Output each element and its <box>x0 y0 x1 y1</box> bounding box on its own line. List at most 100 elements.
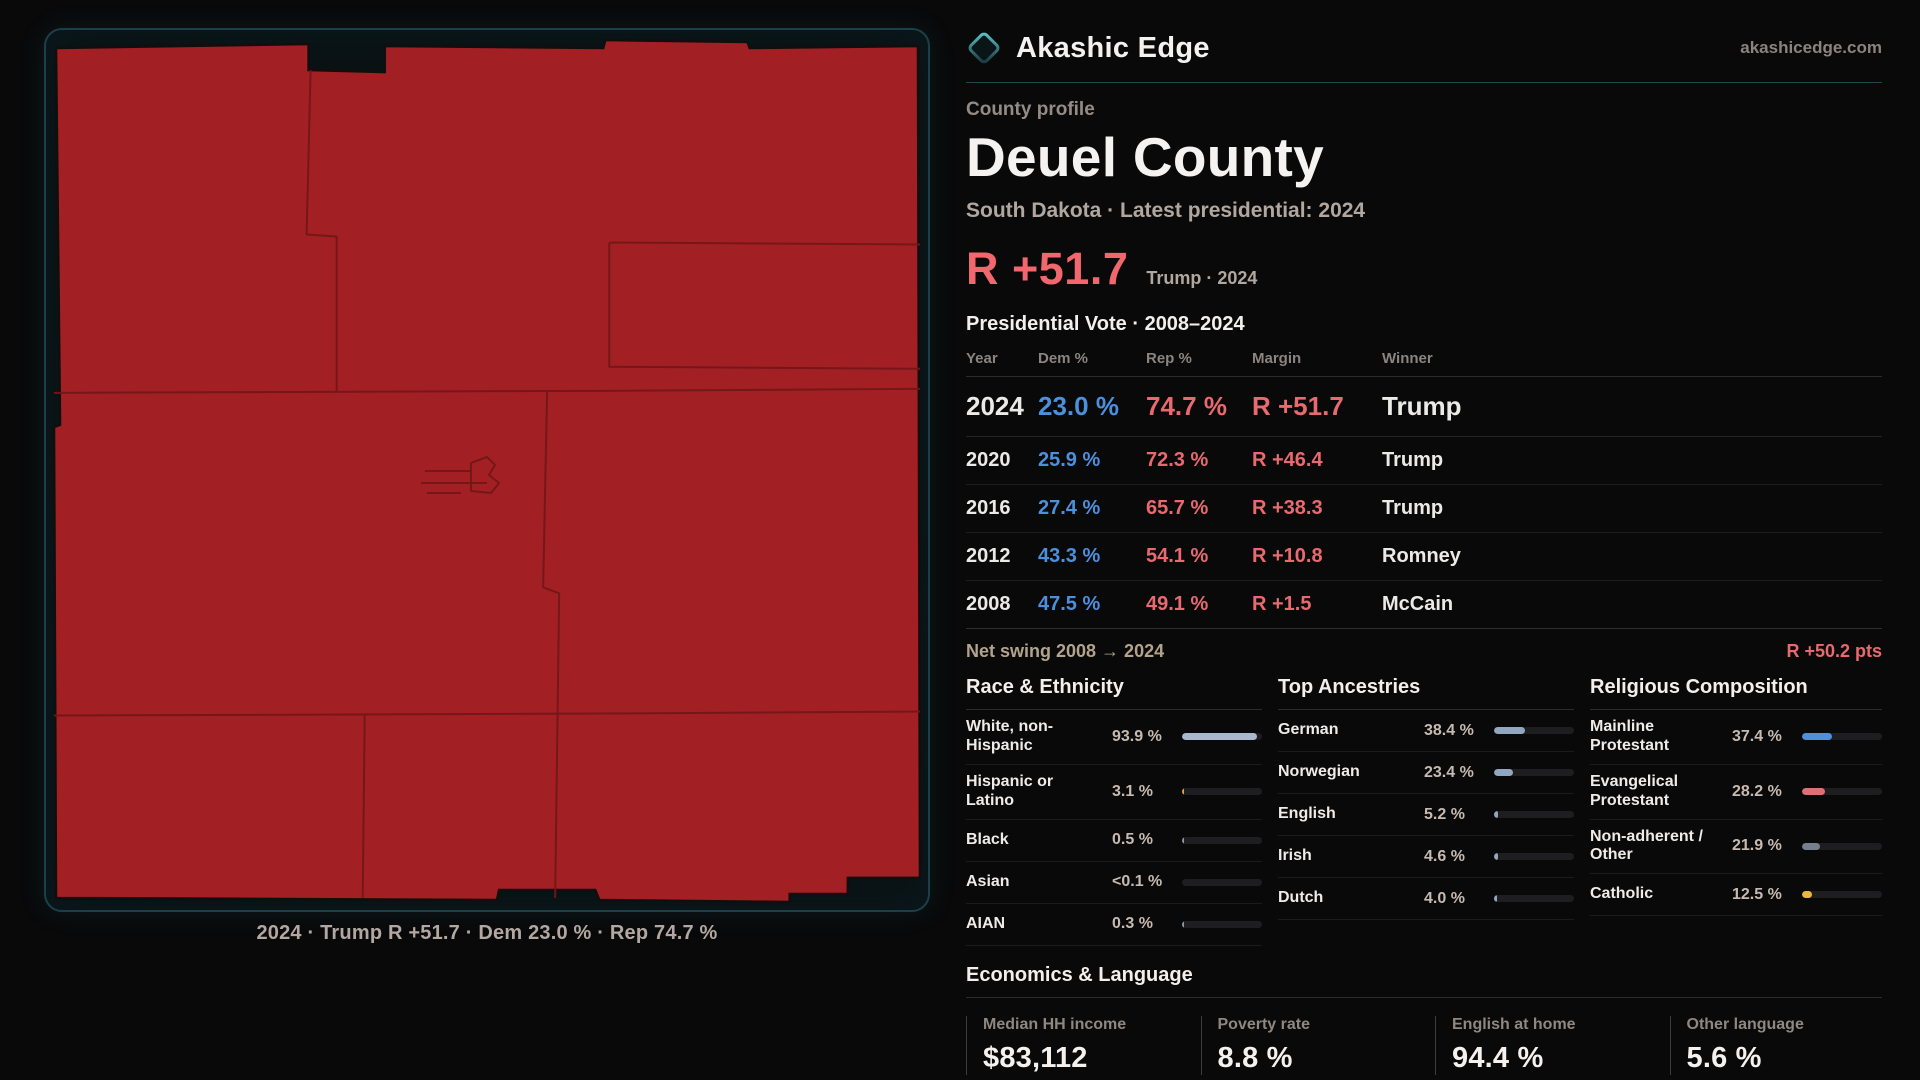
demo-row-bar-fill <box>1494 769 1513 776</box>
demo-row-bar-fill <box>1802 733 1832 741</box>
stat-value: 94.4 % <box>1452 1041 1544 1074</box>
demo-row-value: 37.4 % <box>1732 727 1782 745</box>
cell-year: 2012 <box>966 545 1011 567</box>
cell-dem: 47.5 % <box>1038 593 1101 615</box>
demo-row-bar <box>1494 895 1574 902</box>
vote-table-row-2016: 2016 27.4 % 65.7 % R +38.3 Trump <box>966 485 1882 533</box>
cell-winner: Trump <box>1382 497 1444 519</box>
demo-row-value: 4.0 % <box>1424 889 1465 907</box>
stat-label: English at home <box>1452 1015 1576 1033</box>
eyebrow-label: County profile <box>966 99 1095 120</box>
cell-margin: R +1.5 <box>1252 593 1312 615</box>
cell-dem: 27.4 % <box>1038 497 1101 519</box>
demo-row-value: 38.4 % <box>1424 721 1474 739</box>
demo-row-value: 4.6 % <box>1424 847 1465 865</box>
demo-row-label: Black <box>966 830 1009 848</box>
stat-label: Other language <box>1686 1015 1804 1033</box>
net-swing-value: R +50.2 pts <box>1786 641 1882 661</box>
demo-row-bar-fill <box>1494 727 1525 734</box>
demo-row: White, non-Hispanic 93.9 % <box>966 710 1262 765</box>
demo-row-bar <box>1182 920 1262 928</box>
demo-row-bar <box>1494 769 1574 776</box>
cell-rep: 74.7 % <box>1146 391 1227 421</box>
demo-row-label: German <box>1278 721 1339 739</box>
demo-row-label: English <box>1278 805 1336 823</box>
demo-row-bar <box>1182 878 1262 886</box>
demo-row-bar <box>1494 853 1574 860</box>
brand-diamond-icon <box>962 26 1006 70</box>
brand-site-link[interactable]: akashicedge.com <box>1740 38 1882 57</box>
demo-row-label: AIAN <box>966 914 1006 932</box>
vote-table-row-2012: 2012 43.3 % 54.1 % R +10.8 Romney <box>966 533 1882 581</box>
demo-row-bar-fill <box>1802 891 1812 899</box>
demo-row-bar-fill <box>1182 920 1184 928</box>
demo-section-ancestries: Top Ancestries German 38.4 % Norwegian 23.4 … <box>1278 676 1574 946</box>
cell-dem: 25.9 % <box>1038 449 1101 471</box>
vote-table: Year Dem % Rep % Margin Winner 2024 23.0 % 74.7… <box>966 350 1882 629</box>
demo-row-value: 0.5 % <box>1112 831 1153 848</box>
vote-table-row-2020: 2020 25.9 % 72.3 % R +46.4 Trump <box>966 437 1882 485</box>
vote-table-column-header: Margin <box>1252 350 1302 367</box>
demo-row-label: Catholic <box>1590 885 1654 903</box>
demo-section-title: Race & Ethnicity <box>966 676 1262 710</box>
vote-table-header: Year Dem % Rep % Margin Winner <box>966 350 1882 377</box>
cell-year: 2020 <box>966 449 1011 471</box>
headline-context: Trump · 2024 <box>1146 268 1258 288</box>
vote-table-title: Presidential Vote · 2008–2024 <box>966 313 1245 335</box>
demo-row-bar-fill <box>1182 836 1184 844</box>
vote-table-column-header: Rep % <box>1146 350 1192 367</box>
headline-margin-value: R +51.7 <box>966 243 1129 294</box>
demo-row: Evangelical Protestant 28.2 % <box>1590 765 1882 820</box>
demo-row-value: 21.9 % <box>1732 837 1782 855</box>
stat-box: Poverty rate 8.8 % <box>1200 1015 1414 1075</box>
demo-row-label: Evangelical Protestant <box>1590 772 1679 809</box>
demo-row-bar-fill <box>1182 788 1185 796</box>
economics-stats: Median HH income $83,112 Poverty rate 8.8 %… <box>966 1015 1883 1075</box>
vote-table-column-header: Winner <box>1382 350 1433 367</box>
demo-row-label: Mainline Protestant <box>1590 718 1670 754</box>
cell-rep: 54.1 % <box>1146 545 1209 567</box>
headline-margin-row: R +51.7 Trump · 2024 <box>966 243 1882 295</box>
cell-year: 2008 <box>966 593 1011 615</box>
demo-row: Hispanic or Latino 3.1 % <box>966 765 1262 820</box>
cell-rep: 72.3 % <box>1146 449 1209 471</box>
demo-row-bar <box>1802 788 1882 796</box>
demo-row-bar <box>1494 811 1574 818</box>
demo-row-label: Irish <box>1278 847 1312 865</box>
stat-box: Median HH income $83,112 <box>966 1015 1179 1075</box>
stat-box: Other language 5.6 % <box>1669 1015 1883 1075</box>
demo-row-bar-fill <box>1802 788 1825 796</box>
demo-row-value: 93.9 % <box>1112 727 1162 745</box>
cell-dem: 23.0 % <box>1038 391 1119 421</box>
demo-row-value: 28.2 % <box>1732 782 1782 800</box>
demo-row: Black 0.5 % <box>966 820 1262 862</box>
demo-row-label: Hispanic or Latino <box>966 772 1054 809</box>
cell-dem: 43.3 % <box>1038 545 1101 567</box>
stat-label: Poverty rate <box>1217 1015 1311 1033</box>
demographics-grid: Race & Ethnicity White, non-Hispanic 93.9 … <box>966 676 1882 946</box>
demo-row-bar <box>1182 733 1262 741</box>
demo-row: Asian <0.1 % <box>966 862 1262 904</box>
demo-row: Catholic 12.5 % <box>1590 874 1882 917</box>
stat-box: English at home 94.4 % <box>1435 1015 1648 1075</box>
map-caption: 2024 · Trump R +51.7 · Dem 23.0 % · Rep … <box>256 922 718 944</box>
cell-year: 2024 <box>966 391 1024 421</box>
demo-row-bar-fill <box>1494 895 1498 902</box>
demo-row-bar-fill <box>1494 811 1499 818</box>
brand-name: Akashic Edge <box>1016 31 1210 64</box>
vote-table-column-header: Year <box>966 350 998 367</box>
demo-row: AIAN 0.3 % <box>966 904 1262 946</box>
demo-row: Norwegian 23.4 % <box>1278 752 1574 794</box>
demo-row-label: Non-adherent / Other <box>1590 827 1703 864</box>
cell-year: 2016 <box>966 497 1011 519</box>
demo-row: German 38.4 % <box>1278 710 1574 752</box>
demo-row: Dutch 4.0 % <box>1278 878 1574 920</box>
county-map <box>52 38 922 904</box>
demo-row-bar-fill <box>1494 853 1498 860</box>
demo-row-value: 23.4 % <box>1424 763 1474 781</box>
stat-value: 5.6 % <box>1686 1041 1762 1074</box>
cell-winner: Romney <box>1382 545 1461 567</box>
demo-row-bar <box>1494 727 1574 734</box>
cell-margin: R +38.3 <box>1252 497 1323 519</box>
demo-row-bar <box>1182 836 1262 844</box>
